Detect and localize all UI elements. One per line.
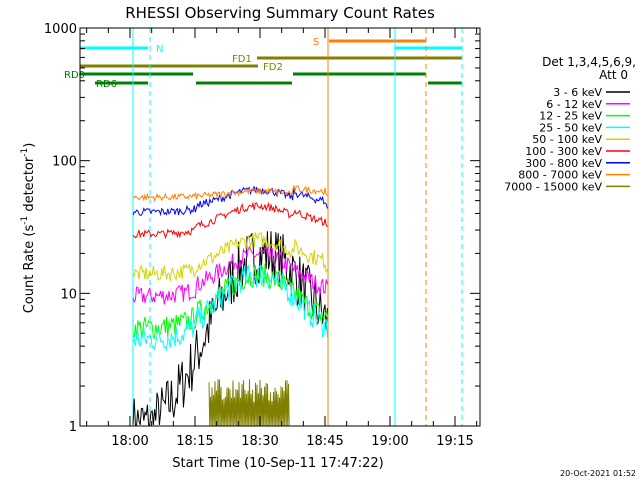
series-line-0 — [132, 231, 328, 426]
legend-label: 50 - 100 keV — [532, 133, 602, 146]
y-label-main: Count Rate (s — [22, 225, 37, 314]
flag-label-s: S — [313, 37, 319, 48]
flag-label-n: N — [156, 44, 163, 55]
flag-label-rd6: RD6 — [96, 79, 117, 90]
y-tick-label: 100 — [52, 155, 77, 170]
plot-frame — [79, 27, 481, 427]
series-line-3 — [132, 264, 328, 352]
x-tick-label: 18:00 — [111, 434, 148, 449]
x-axis-label: Start Time (10-Sep-11 17:47:22) — [172, 456, 383, 471]
x-tick-label: 18:15 — [176, 434, 213, 449]
axes: 1 10 100 1000 18:00 18:15 18:30 18:45 19:00 19:15 — [44, 22, 480, 449]
timestamp: 20-Oct-2021 01:52 — [560, 469, 636, 478]
y-label-close: ) — [22, 143, 37, 148]
legend-label: 12 - 25 keV — [539, 110, 602, 123]
legend-label: 100 - 300 keV — [525, 145, 602, 158]
x-tick-label: 19:15 — [436, 434, 473, 449]
series-line-8 — [208, 379, 290, 427]
series-lines — [132, 185, 328, 427]
series-line-1 — [132, 245, 328, 305]
flag-label-fd2: FD2 — [263, 62, 283, 73]
y-label-sup2: -1 — [20, 148, 30, 157]
chart-title: RHESSI Observing Summary Count Rates — [125, 4, 435, 22]
flag-label-rd0: RD0 — [64, 70, 85, 81]
x-tick-label: 18:45 — [306, 434, 343, 449]
y-tick-label: 1000 — [44, 22, 77, 37]
x-tick-label: 19:00 — [371, 434, 408, 449]
y-tick-label: 1 — [69, 420, 77, 435]
x-tick-label: 18:30 — [241, 434, 278, 449]
legend-title-1: Det 1,3,4,5,6,9, — [542, 55, 636, 69]
y-label-sup: -1 — [20, 216, 30, 225]
legend-label: 300 - 800 keV — [525, 157, 602, 170]
legend-label: 800 - 7000 keV — [518, 169, 602, 182]
flag-label-fd1: FD1 — [232, 54, 252, 65]
y-axis-label: Count Rate (s-1 detector-1) — [20, 143, 37, 314]
y-label-mid: detector — [22, 156, 37, 216]
legend-label: 6 - 12 keV — [546, 98, 602, 111]
flag-bars: N S FD1 FD2 RD0 RD6 — [64, 37, 462, 90]
y-tick-label: 10 — [60, 287, 77, 302]
series-line-7 — [132, 185, 328, 202]
event-lines — [132, 28, 463, 426]
legend-title-2: Att 0 — [599, 68, 628, 82]
legend-label: 25 - 50 keV — [539, 121, 602, 134]
series-line-5 — [132, 201, 328, 239]
legend-label: 3 - 6 keV — [553, 86, 602, 99]
legend-label: 7000 - 15000 keV — [504, 180, 602, 193]
series-line-6 — [132, 186, 328, 217]
series-line-4 — [132, 232, 328, 282]
